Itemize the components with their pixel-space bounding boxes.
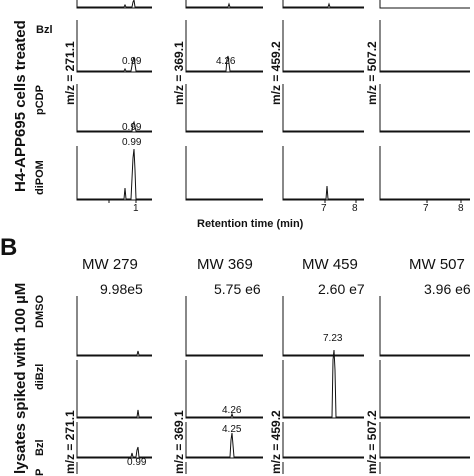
- trace-a-r3-c1: [77, 148, 152, 200]
- frame-b-r2-c3: [282, 422, 364, 459]
- trace-b-r1-c3: [283, 349, 364, 418]
- intensity-mw507: 3.96 e6: [424, 281, 471, 297]
- header-mw459: MW 459: [302, 256, 358, 273]
- frame-a-r1-c4: [379, 20, 470, 73]
- trace-a-r0-c3: [283, 2, 364, 8]
- trace-b-r1-c2: [186, 412, 263, 418]
- peak-label-b-099: 0.99: [127, 457, 147, 468]
- x-axis-title: Retention time (min): [197, 218, 304, 230]
- frame-a-r1-c2: [185, 20, 263, 73]
- frame-b-r0-c3: [282, 296, 364, 357]
- frame-a-r3-c1: [76, 146, 152, 201]
- frame-a-r2-c1: [76, 84, 152, 133]
- trace-b-r0-c1: [77, 350, 152, 356]
- peak-label-b-723: 7.23: [323, 333, 343, 344]
- frame-b-r2-c4: [379, 422, 470, 459]
- header-mw369: MW 369: [197, 256, 253, 273]
- panel-b-letter: B: [0, 234, 18, 261]
- frame-a-r3-c3: [282, 146, 364, 201]
- frame-b-r2-c1: [76, 422, 152, 459]
- trace-a-r0-c2: [186, 2, 263, 8]
- intensity-mw459: 2.60 e7: [318, 281, 365, 297]
- trace-b-r2-c2: [186, 432, 263, 458]
- x-tick-a3-8: 8: [352, 203, 358, 214]
- frame-b-r1-c3: [282, 360, 364, 419]
- x-tick-a1-1: 1: [133, 203, 139, 214]
- frame-b-r0-c4: [379, 296, 470, 357]
- x-tick-a4-8: 8: [458, 203, 464, 214]
- trace-a-r3-c3: [283, 185, 364, 200]
- peak-label-a-pcdp: 0.99: [122, 122, 142, 133]
- peak-label-a-bzl: 0.99: [122, 56, 142, 67]
- peak-label-b-425: 4.25: [222, 424, 242, 435]
- intensity-mw279: 9.98e5: [100, 281, 143, 297]
- tick-a-c1: [108, 200, 137, 203]
- peak-label-a-dipom: 0.99: [122, 137, 142, 148]
- frame-b-r2-c2: [185, 422, 263, 459]
- trace-a-r1-c2: [186, 55, 263, 72]
- x-tick-a3-7: 7: [321, 203, 327, 214]
- frame-a-r1-c3: [282, 20, 364, 73]
- frame-a-r1-c1: [76, 20, 152, 73]
- frame-a-r0-c4: [379, 0, 470, 9]
- trace-b-r1-c1: [77, 409, 152, 418]
- frame-b-r1-c2: [185, 360, 263, 419]
- row-label-bzl: Bzl: [36, 24, 53, 36]
- tick-a-c3: [324, 200, 357, 203]
- frame-a-r3-c4: [379, 146, 470, 201]
- frame-b-r0-c1: [76, 296, 152, 357]
- trace-a-r2-c1: [77, 120, 152, 132]
- frame-a-r2-c3: [282, 84, 364, 133]
- peak-label-b-426: 4.26: [222, 405, 242, 416]
- header-mw279: MW 279: [82, 256, 138, 273]
- tick-a-c4: [426, 200, 462, 203]
- trace-a-r1-c1: [77, 56, 152, 72]
- peak-label-a-369: 4.26: [216, 56, 236, 67]
- trace-b-r2-c1: [77, 446, 152, 458]
- frame-a-r0-c3: [282, 0, 364, 9]
- frame-a-r2-c4: [379, 84, 470, 133]
- header-mw507: MW 507: [409, 256, 465, 273]
- frame-b-r0-c2: [185, 296, 263, 357]
- frame-b-r1-c4: [379, 360, 470, 419]
- frame-a-r0-c2: [185, 0, 263, 9]
- frame-b-r1-c1: [76, 360, 152, 419]
- frame-a-r0-c1: [76, 0, 152, 9]
- x-tick-a4-7: 7: [423, 203, 429, 214]
- frame-a-r2-c2: [185, 84, 263, 133]
- frame-a-r3-c2: [185, 146, 263, 201]
- intensity-mw369: 5.75 e6: [214, 281, 261, 297]
- trace-a-r0-c1: [77, 0, 152, 8]
